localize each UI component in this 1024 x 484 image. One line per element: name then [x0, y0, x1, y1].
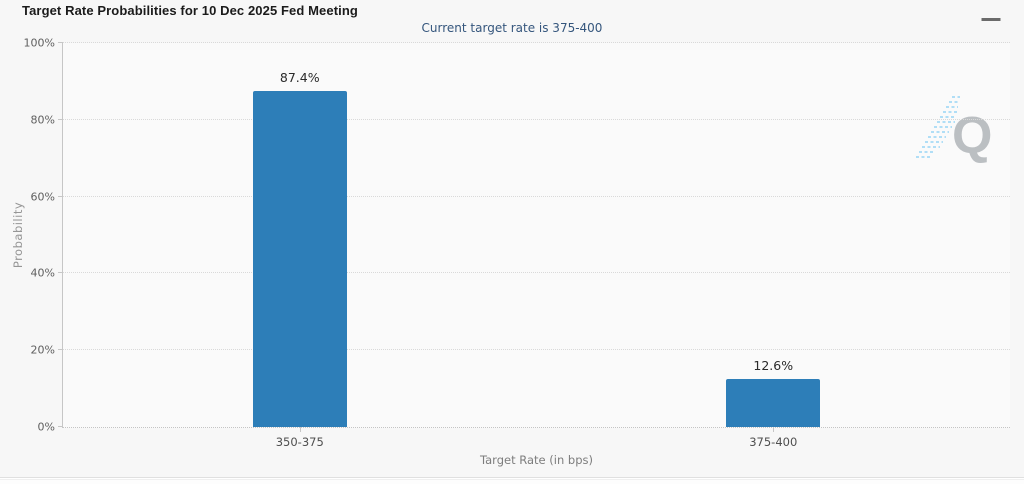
y-tick-label: 60% — [30, 190, 55, 204]
chart-subtitle: Current target rate is 375-400 — [421, 21, 603, 35]
y-axis-title-wrap: Probability — [0, 43, 49, 427]
y-axis-tick — [58, 426, 63, 427]
y-axis-tick — [58, 272, 63, 274]
y-axis-tick — [58, 195, 63, 197]
x-axis-tick — [773, 427, 775, 432]
bar-value-label: 87.4% — [279, 70, 320, 86]
watermark-letter-q: Q — [952, 107, 992, 163]
y-tick-label: 20% — [30, 343, 55, 357]
y-tick-label: 40% — [30, 266, 55, 280]
plot-area: Probability Target Rate (in bps) Q 0% 20% — [11, 37, 1010, 467]
gridline — [63, 349, 1010, 351]
chart-context-menu-button[interactable] — [981, 6, 1011, 21]
y-axis-title: Probability — [11, 201, 26, 269]
x-category-label: 350-375 — [275, 435, 324, 449]
y-tick-label: 0% — [37, 420, 55, 434]
bar-value-label: 12.6% — [753, 357, 794, 373]
hamburger-menu-icon — [981, 18, 1001, 21]
y-tick-label: 100% — [23, 36, 55, 50]
y-axis-tick — [58, 42, 63, 43]
x-axis-tick — [299, 427, 301, 432]
chart-title: Target Rate Probabilities for 10 Dec 202… — [22, 3, 358, 18]
bar[interactable] — [726, 378, 821, 427]
y-axis-tick — [58, 349, 63, 351]
gridline — [63, 272, 1010, 274]
x-axis-title: Target Rate (in bps) — [480, 453, 593, 467]
x-category-label: 375-400 — [749, 435, 798, 449]
bar[interactable] — [252, 91, 347, 427]
quikstrike-watermark-logo: Q — [916, 96, 992, 163]
y-axis-tick — [58, 118, 63, 120]
page-footer-strip — [0, 479, 1024, 484]
y-tick-label: 80% — [30, 113, 55, 127]
gridline — [63, 195, 1010, 197]
gridline — [63, 118, 1010, 120]
gridline — [63, 42, 1010, 43]
